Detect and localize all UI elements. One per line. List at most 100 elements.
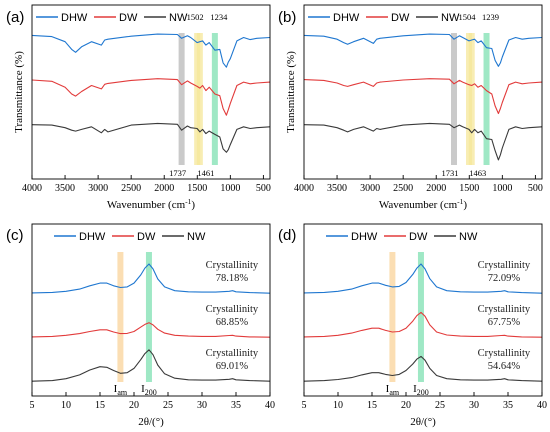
crystallinity-label: Crystallinity [478, 304, 531, 315]
x-tick-label: 3000 [88, 183, 108, 194]
series-line-dw [303, 78, 543, 115]
peak-label: I200 [413, 383, 429, 397]
x-tick-label: 500 [528, 183, 543, 194]
panel-d: 5 10 15 20 25 30 35 40 2θ/(°) (d) DHW DW NW Iam I200 Cr… [278, 223, 547, 428]
series-line-dhw [303, 263, 543, 294]
x-tick-label: 15 [367, 400, 377, 411]
legend-label-dhw: DHW [79, 231, 106, 243]
x-tick-label: 3500 [55, 183, 75, 194]
series-line-dw [31, 78, 271, 116]
band-label-bottom: 1731 [442, 168, 459, 178]
band-18 [389, 252, 396, 382]
x-tick-label: 1500 [187, 183, 207, 194]
band-label-top: 1234 [210, 12, 228, 22]
band-1461 [196, 33, 203, 165]
series-line-dhw [31, 33, 271, 68]
legend-label-nw: NW [169, 12, 188, 24]
panel-label: (b) [278, 9, 296, 26]
band-label-bottom: 1461 [197, 168, 214, 178]
x-tick-label: 2500 [121, 183, 141, 194]
crystallinity-label: Crystallinity [478, 260, 531, 271]
y-axis-title: Transmittance (%) [285, 51, 297, 133]
x-axis-title: Wavenumber (cm-1) [379, 197, 467, 211]
x-tick-label: 25 [163, 400, 173, 411]
peak-label: Iam [114, 383, 128, 397]
band-label-bottom: 1463 [469, 168, 486, 178]
x-tick-label: 1500 [459, 183, 479, 194]
x-tick-label: 5 [30, 400, 35, 411]
plot-frame [31, 223, 271, 397]
crystallinity-label: Crystallinity [478, 348, 531, 359]
panel-c: 5 10 15 20 25 30 35 40 2θ/(°) (c) DHW DW NW Iam I200 Cr… [6, 223, 275, 428]
peak-label: I200 [141, 383, 157, 397]
band-1234 [211, 33, 218, 165]
x-tick-label: 30 [197, 400, 207, 411]
x-tick-label: 3500 [327, 183, 347, 194]
band-18 [117, 252, 124, 382]
legend: DHW DW NW [326, 231, 478, 243]
panel-label: (c) [6, 227, 24, 244]
x-tick-label: 25 [435, 400, 445, 411]
legend-label-dw: DW [409, 231, 428, 243]
legend-label-nw: NW [441, 12, 460, 24]
legend-label-dhw: DHW [333, 12, 360, 24]
x-tick-label: 1000 [220, 183, 240, 194]
band-label-top: 1502 [187, 12, 204, 22]
x-tick-label: 4000 [22, 183, 42, 194]
legend-label-dhw: DHW [61, 12, 88, 24]
series-line-dhw [31, 263, 271, 294]
x-tick-label: 30 [469, 400, 479, 411]
crystallinity-value: 68.85% [216, 317, 249, 328]
series-line-nw [31, 349, 271, 382]
series-line-nw [303, 355, 543, 382]
x-tick-label: 2500 [393, 183, 413, 194]
crystallinity-value: 78.18% [216, 273, 249, 284]
legend-label-nw: NW [187, 231, 206, 243]
legend-label-dw: DW [391, 12, 410, 24]
legend-label-nw: NW [459, 231, 478, 243]
band-label-bottom: 1737 [169, 168, 186, 178]
peak-label: Iam [386, 383, 400, 397]
x-tick-label: 35 [231, 400, 241, 411]
series-line-dw [31, 322, 271, 338]
x-tick-label: 500 [256, 183, 271, 194]
band-1731 [451, 33, 458, 165]
crystallinity-value: 67.75% [488, 317, 521, 328]
band-label-top: 1239 [482, 12, 499, 22]
band-1737 [178, 33, 185, 165]
x-tick-label: 4000 [294, 183, 314, 194]
series-line-dw [303, 311, 543, 338]
crystallinity-label: Crystallinity [206, 260, 259, 271]
crystallinity-value: 72.09% [488, 273, 521, 284]
legend: DHW DW NW [36, 12, 188, 24]
legend-label-dw: DW [119, 12, 138, 24]
x-tick-label: 35 [503, 400, 513, 411]
band-1239 [483, 33, 490, 165]
x-tick-label: 5 [302, 400, 307, 411]
crystallinity-label: Crystallinity [206, 304, 259, 315]
plot-frame [31, 4, 271, 180]
legend: DHW DW NW [54, 231, 206, 243]
band-22.2 [145, 252, 152, 382]
panel-label: (a) [6, 9, 24, 26]
legend: DHW DW NW [308, 12, 460, 24]
band-1463 [468, 33, 475, 165]
x-tick-label: 10 [61, 400, 71, 411]
x-tick-label: 40 [537, 400, 547, 411]
x-tick-label: 2000 [426, 183, 446, 194]
panel-b: 4000 3500 3000 2500 2000 1500 1000 500 Wavenumbe… [278, 4, 543, 211]
panel-label: (d) [278, 227, 296, 244]
legend-label-dw: DW [137, 231, 156, 243]
y-axis-title: Transmittance (%) [13, 51, 25, 133]
panel-a: 4000 3500 3000 2500 2000 1500 1000 500 Wavenumbe… [6, 4, 271, 211]
x-tick-label: 15 [95, 400, 105, 411]
series-line-dhw [303, 33, 543, 67]
crystallinity-value: 69.01% [216, 361, 249, 372]
x-tick-label: 3000 [360, 183, 380, 194]
band-22.2 [417, 252, 424, 382]
series-line-nw [303, 122, 543, 161]
series-line-nw [31, 122, 271, 153]
x-tick-label: 40 [265, 400, 275, 411]
crystallinity-value: 54.64% [488, 361, 521, 372]
